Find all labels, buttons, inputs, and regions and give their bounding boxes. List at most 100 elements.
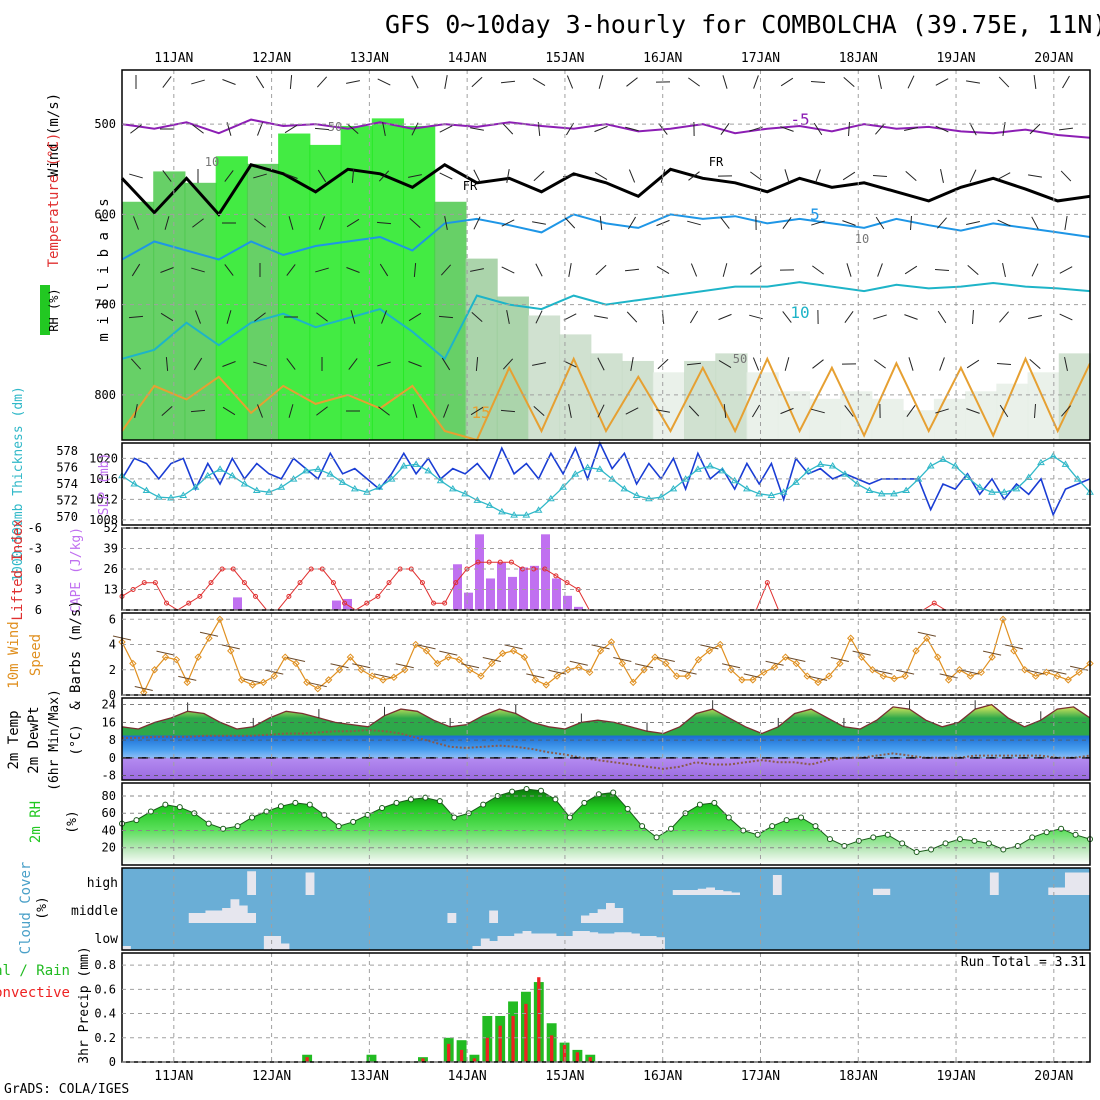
lifted-index-point (553, 573, 559, 579)
rh-point (162, 801, 169, 808)
wind-barb (130, 358, 142, 370)
rh-shading-column (933, 398, 967, 440)
wind-barb (156, 650, 175, 656)
rh-shading-column (621, 360, 654, 440)
panel-bg-wind (122, 613, 1090, 695)
rh-shading-column (777, 391, 810, 440)
isotherm-line (121, 213, 1091, 261)
cloud-level-label: high (87, 876, 118, 891)
wind-speed-point (1042, 668, 1051, 676)
wind-barb (568, 263, 572, 277)
axis-title-cloud-cover: Cloud Cover (18, 862, 34, 955)
wind-barb (815, 169, 821, 183)
wind-barb (625, 126, 639, 132)
y-tick-label: 574 (56, 477, 78, 491)
axis-title-2m-dewpt: 2m DewPt (26, 706, 42, 773)
rh-point (335, 823, 342, 830)
wind-barb (613, 656, 632, 662)
thickness-point (926, 461, 935, 469)
wind-barb (935, 408, 949, 414)
cloud-bar-middle (614, 908, 624, 923)
cloud-bar-low (580, 931, 590, 951)
wind-barb (284, 124, 298, 134)
rh-point (783, 817, 790, 824)
contour-label: 10 (205, 155, 219, 169)
wind-barb (500, 80, 516, 84)
wind-barb (178, 675, 197, 681)
precip-convective-bar (575, 1052, 580, 1062)
axis-title-slp: SLP (mb) (97, 453, 112, 516)
wind-barb (690, 263, 698, 277)
rh-point (913, 849, 920, 856)
cloud-bar-low (622, 932, 632, 951)
lifted-index-point (253, 593, 259, 599)
wind-barb (842, 171, 856, 181)
isotherm-line (121, 356, 1091, 442)
thickness-point (571, 470, 580, 477)
wind-barb (750, 171, 762, 181)
wind-barb (346, 218, 360, 228)
wind-barb (812, 359, 824, 369)
thickness-point (865, 486, 874, 494)
wind-barb (377, 361, 391, 367)
y-tick-label: 24 (102, 698, 116, 712)
wind-barb (782, 311, 792, 323)
wind-barb (1031, 263, 1039, 277)
wind-barb (413, 262, 417, 278)
lifted-index-point (764, 580, 770, 586)
date-label-bottom: 16JAN (643, 1069, 682, 1084)
wind-barb (346, 80, 360, 84)
thickness-point (277, 483, 286, 490)
y-tick-label: 80 (102, 789, 116, 803)
wind-barb (875, 216, 885, 230)
cape-bar (464, 592, 473, 610)
wind-barb (917, 631, 936, 637)
lifted-index-point (141, 580, 147, 586)
wind-barb (625, 407, 639, 415)
thickness-point (142, 486, 151, 494)
cloud-bar-high (672, 890, 682, 895)
wind-barb (408, 361, 422, 367)
wind-barb (1062, 75, 1070, 89)
wind-barb (502, 358, 514, 370)
axis-title-wind: Wind (m/s) (46, 93, 62, 177)
wind-barb (700, 644, 719, 650)
date-label-bottom: 15JAN (545, 1069, 584, 1084)
wind-barb (475, 356, 479, 372)
cape-bar (233, 597, 242, 610)
wind-barb (624, 268, 640, 272)
wind-barb (439, 125, 453, 133)
wind-speed-point (444, 653, 452, 661)
wind-barb (382, 122, 386, 136)
wind-barb (808, 675, 828, 681)
wind-barb (656, 656, 675, 662)
wind-barb (830, 656, 849, 662)
wind-barb (966, 221, 980, 225)
wind-barb (265, 669, 284, 675)
wind-barb (999, 404, 1009, 418)
lifted-index-point (164, 600, 170, 606)
wind-speed-point (727, 666, 735, 674)
wind-speed-point (868, 666, 877, 674)
thickness-point (216, 465, 224, 472)
rh-shading-column (153, 171, 186, 440)
rh-point (379, 805, 386, 812)
wind-barb (411, 122, 419, 136)
date-label-bottom: 20JAN (1034, 1069, 1073, 1084)
rh-point (292, 799, 299, 806)
wind-speed-point (651, 653, 659, 661)
wind-barb (634, 663, 654, 669)
wind-barb (378, 406, 390, 416)
wind-barb (1028, 174, 1042, 178)
wind-barb (286, 264, 296, 276)
wind-speed-point (292, 659, 300, 668)
wind-barb (563, 313, 577, 321)
lifted-index-point (330, 580, 336, 586)
wind-barb (482, 656, 501, 662)
thickness-point (767, 491, 776, 498)
wind-barb (288, 404, 294, 418)
wind-barb (161, 405, 173, 417)
wind-barb (288, 216, 294, 230)
date-label-bottom: 18JAN (839, 1069, 878, 1084)
wind-speed-point (716, 640, 724, 649)
